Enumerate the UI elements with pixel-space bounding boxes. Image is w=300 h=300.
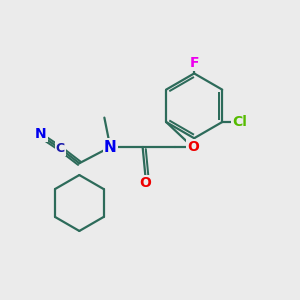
Text: O: O <box>140 176 152 190</box>
Text: F: F <box>189 56 199 70</box>
Text: N: N <box>104 140 117 154</box>
Text: Cl: Cl <box>232 115 247 129</box>
Text: C: C <box>56 142 65 155</box>
Text: O: O <box>187 140 199 154</box>
Text: N: N <box>35 127 47 141</box>
